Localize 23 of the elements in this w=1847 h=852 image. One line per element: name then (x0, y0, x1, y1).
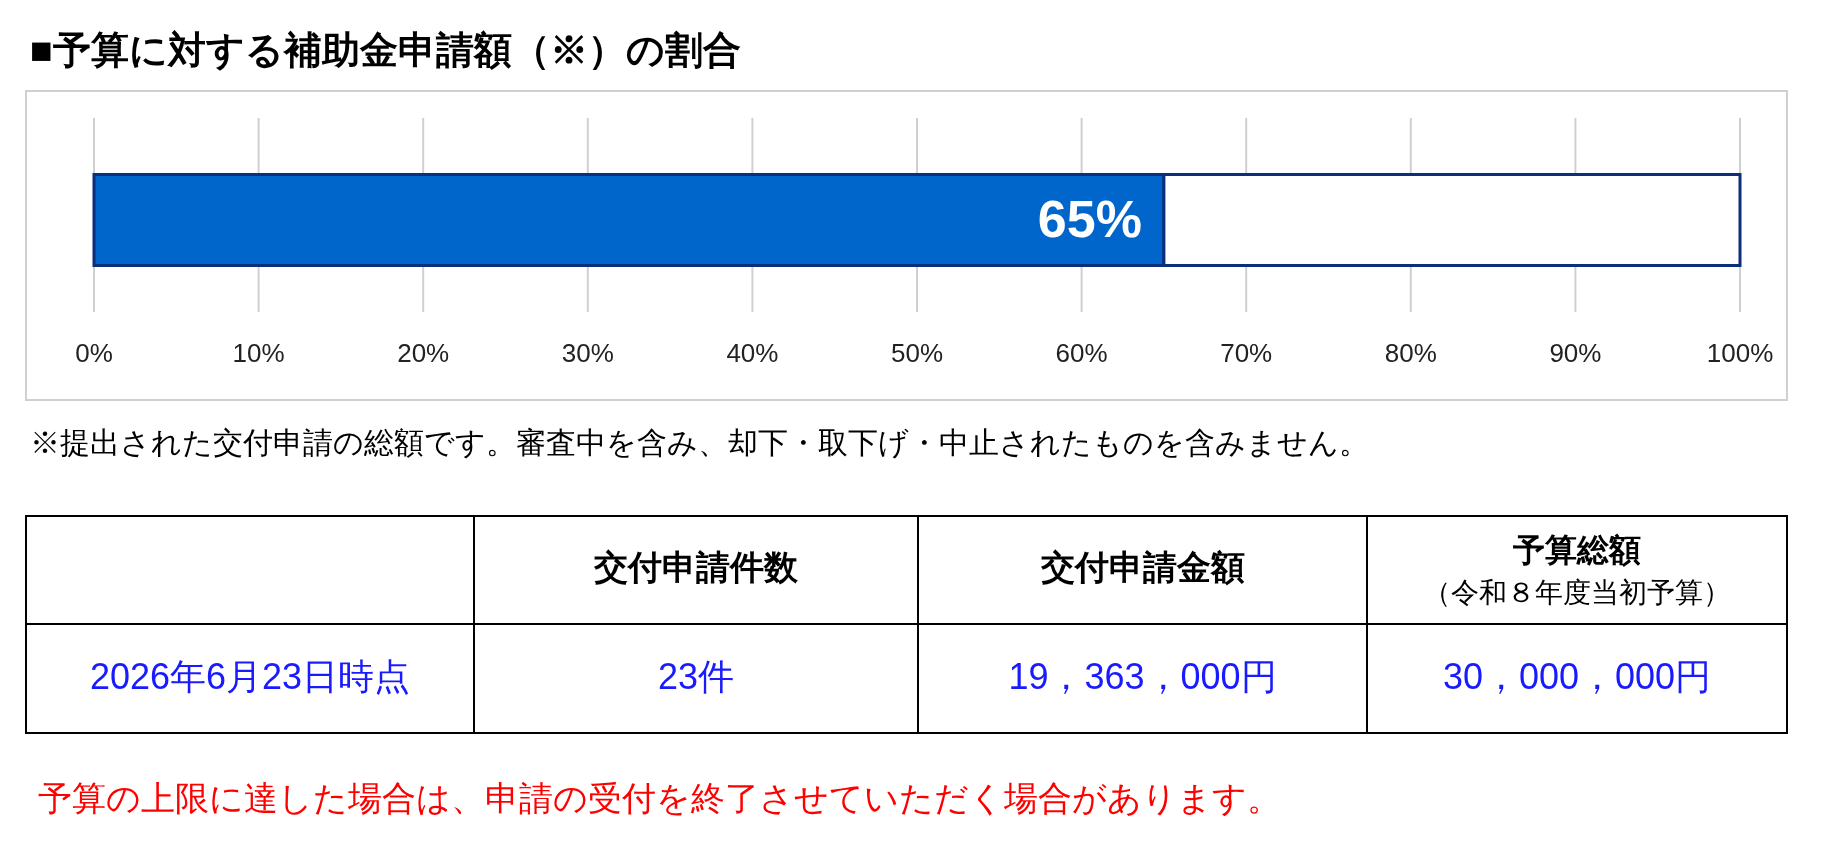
x-tick-label: 10% (232, 337, 285, 368)
x-tick-label: 70% (1220, 337, 1273, 368)
text: 交付申請金額 (1039, 547, 1245, 586)
x-tick-label: 30% (561, 337, 614, 368)
text: 交付申請件数 (593, 547, 799, 586)
x-tick-label: 100% (1706, 337, 1774, 368)
text: 23件 (657, 655, 735, 697)
text: 2026年6月23日時点 (89, 655, 411, 697)
x-tick-label: 60% (1055, 337, 1108, 368)
text: 予算の上限に達した場合は、申請の受付を終了させていただく場合があります。 (38, 778, 1281, 817)
x-tick-label: 90% (1549, 337, 1602, 368)
text: （令和８年度当初予算） (1423, 577, 1731, 609)
x-tick-label: 80% (1384, 337, 1437, 368)
text: ※提出された交付申請の総額です。審査中を含み、却下・取下げ・中止されたものを含みません。 (30, 425, 1369, 459)
x-tick-label: 50% (890, 337, 944, 368)
chart-title: ■予算に対する補助金申請額（※）の割合 (30, 29, 741, 72)
x-tick-label: 40% (726, 337, 779, 368)
data-label: 65% (1037, 189, 1142, 248)
text: 30，000，000円 (1442, 655, 1712, 697)
x-tick-label: 20% (397, 337, 450, 368)
text: 予算総額 (1512, 532, 1641, 569)
x-tick-label: 0% (75, 337, 113, 368)
text: 19，363，000円 (1008, 655, 1277, 697)
